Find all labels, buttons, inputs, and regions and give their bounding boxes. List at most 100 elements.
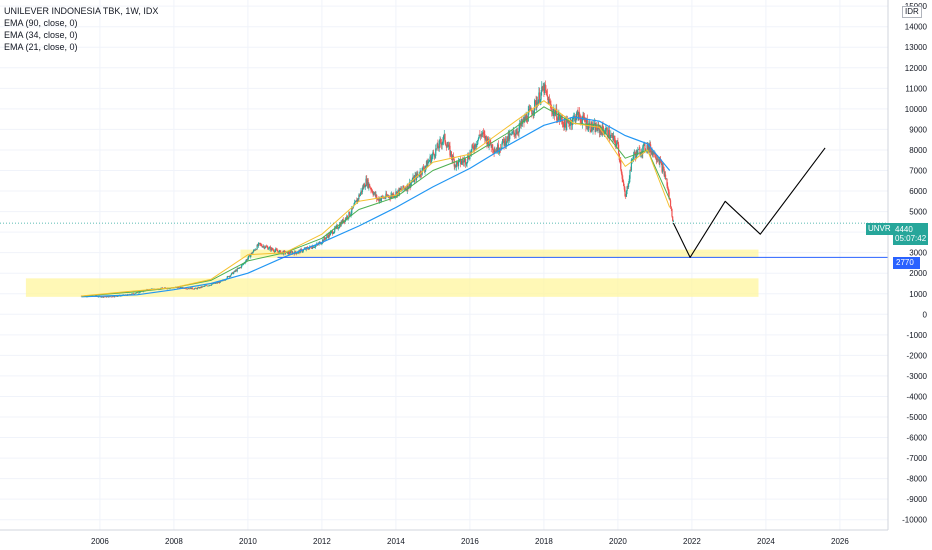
candle-body xyxy=(668,191,670,199)
support-zone[interactable] xyxy=(25,278,759,297)
ema-34-line[interactable] xyxy=(81,106,671,297)
candle-body xyxy=(514,133,516,136)
candle-body xyxy=(242,264,244,265)
price-axis[interactable]: 1500014000130001200011000100009000800070… xyxy=(902,2,927,525)
candle-body xyxy=(672,221,674,222)
candle-body xyxy=(314,246,316,248)
candle-body xyxy=(199,287,201,288)
candle-body xyxy=(511,132,514,133)
candle-body xyxy=(296,253,298,254)
indicator-ema-21[interactable]: EMA (21, close, 0) xyxy=(4,42,78,52)
candle-body xyxy=(529,107,531,110)
candle-body xyxy=(218,281,220,283)
candle-body xyxy=(643,143,645,145)
candle-body xyxy=(573,116,575,117)
support-zone[interactable] xyxy=(240,249,759,258)
candle-body xyxy=(489,139,492,145)
candle-body xyxy=(464,158,466,161)
candle-body xyxy=(214,283,216,284)
candle-body xyxy=(441,142,443,146)
indicator-ema-90[interactable]: EMA (90, close, 0) xyxy=(4,18,78,28)
candle-body xyxy=(328,233,330,238)
bar-countdown: 05:07:42 xyxy=(895,234,927,243)
candle-body xyxy=(254,250,256,251)
candle-body xyxy=(620,169,623,174)
candle-body xyxy=(191,287,193,290)
y-tick-label: -4000 xyxy=(907,392,928,401)
currency-label[interactable]: IDR xyxy=(902,6,922,18)
y-tick-label: 0 xyxy=(923,310,928,319)
candle-body xyxy=(527,111,529,122)
candle-body xyxy=(190,287,192,290)
candle-body xyxy=(588,122,591,125)
candle-body xyxy=(432,152,434,156)
candle-body xyxy=(524,116,526,123)
candle-body xyxy=(531,113,534,115)
candle-body xyxy=(482,132,484,135)
candle-body xyxy=(205,285,207,287)
time-axis[interactable]: 2006 2008 2010 2012 2014 2016 2018 2020 2022 2024… xyxy=(91,537,849,546)
candle-body xyxy=(428,161,430,163)
candle-body xyxy=(137,292,139,293)
candle-body xyxy=(565,124,567,131)
candle-body xyxy=(371,190,373,191)
candle-body xyxy=(580,117,582,122)
candle-body xyxy=(403,188,406,190)
candle-body xyxy=(507,136,509,142)
candle-body xyxy=(433,152,435,154)
candle-body xyxy=(477,138,480,140)
candle-body xyxy=(357,198,359,200)
candle-body xyxy=(509,134,511,140)
candle-body xyxy=(525,115,527,120)
candle-body xyxy=(234,270,236,272)
projection-path[interactable] xyxy=(672,147,826,258)
candle-body xyxy=(270,247,272,251)
candle-body xyxy=(139,291,142,293)
candle-body xyxy=(348,211,350,218)
candle-body xyxy=(534,100,536,111)
candle-body xyxy=(497,144,499,152)
candle-body xyxy=(345,218,347,219)
candle-body xyxy=(611,135,613,137)
candle-body xyxy=(208,285,210,287)
candle-body xyxy=(383,197,385,199)
candle-body xyxy=(369,187,371,189)
current-price-value: 4440 xyxy=(895,225,913,234)
candle-body xyxy=(471,145,473,150)
candle-body xyxy=(547,96,549,105)
candle-body xyxy=(544,84,546,90)
candle-body xyxy=(669,200,672,207)
candle-body xyxy=(567,121,569,122)
candle-body xyxy=(200,286,202,288)
candle-body xyxy=(210,285,212,286)
candle-body xyxy=(307,248,309,250)
candle-body xyxy=(640,152,642,155)
candle-body xyxy=(230,273,233,275)
candle-body xyxy=(572,116,574,122)
candle-body xyxy=(287,251,289,255)
candle-body xyxy=(158,289,160,291)
candle-body xyxy=(104,296,106,298)
candle-body xyxy=(206,285,208,287)
candle-body xyxy=(228,275,230,278)
y-tick-label: -3000 xyxy=(907,372,928,381)
candle-body xyxy=(437,147,440,149)
candle-body xyxy=(221,280,223,282)
candle-body xyxy=(582,114,584,120)
candle-body xyxy=(603,130,605,135)
candle-body xyxy=(637,148,640,150)
candle-body xyxy=(609,137,611,139)
candle-body xyxy=(276,249,278,252)
candle-body xyxy=(379,198,381,201)
candle-body xyxy=(260,244,262,245)
candle-body xyxy=(590,122,593,132)
candle-body xyxy=(373,192,376,194)
indicator-ema-34[interactable]: EMA (34, close, 0) xyxy=(4,30,78,40)
candle-body xyxy=(109,296,111,297)
ema-21-line[interactable] xyxy=(81,100,671,297)
candle-body xyxy=(363,184,366,188)
candle-body xyxy=(110,296,112,298)
ema-90-line[interactable] xyxy=(81,116,671,298)
candle-body xyxy=(337,228,339,229)
